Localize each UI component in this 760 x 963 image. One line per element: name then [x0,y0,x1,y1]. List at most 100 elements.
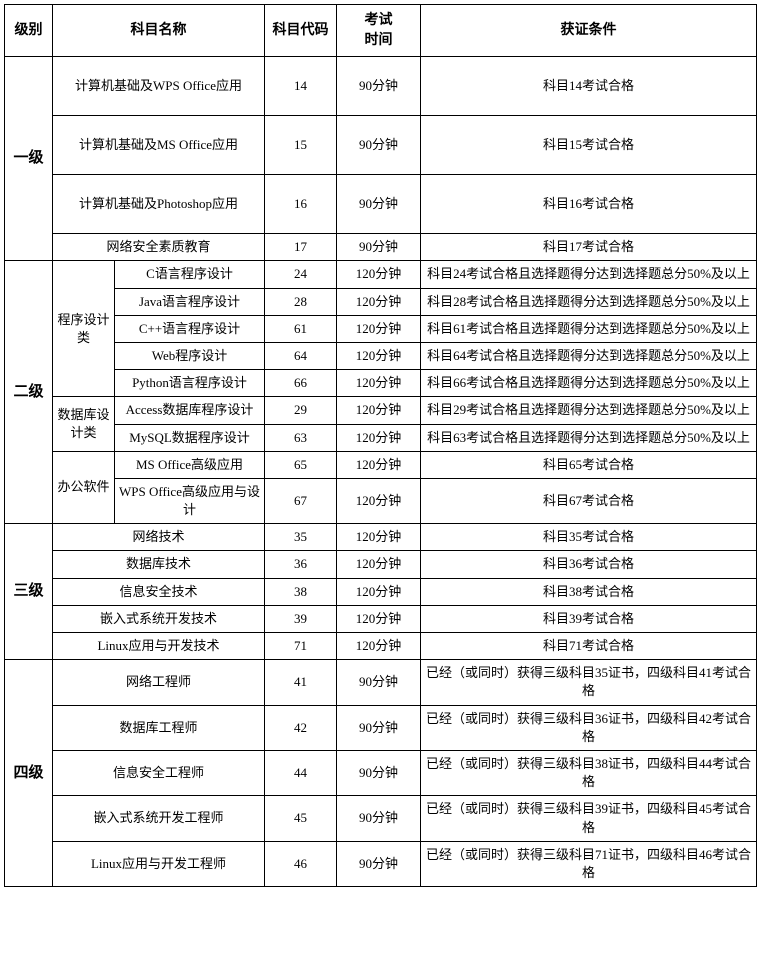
subject-code: 36 [265,551,337,578]
header-time-line2: 时间 [365,33,393,48]
certificate-condition: 科目14考试合格 [421,57,757,116]
subject-code: 65 [265,451,337,478]
subject-code: 45 [265,796,337,841]
certificate-condition: 科目15考试合格 [421,116,757,175]
header-level: 级别 [5,5,53,57]
table-row: 计算机基础及MS Office应用1590分钟科目15考试合格 [5,116,757,175]
certificate-condition: 科目61考试合格且选择题得分达到选择题总分50%及以上 [421,315,757,342]
subject-code: 67 [265,478,337,523]
exam-table: 级别 科目名称 科目代码 考试 时间 获证条件 一级计算机基础及WPS Offi… [4,4,757,887]
table-row: 四级网络工程师4190分钟已经（或同时）获得三级科目35证书，四级科目41考试合… [5,660,757,705]
exam-time: 90分钟 [337,796,421,841]
subject-name: Linux应用与开发技术 [53,633,265,660]
level-cell: 三级 [5,524,53,660]
subject-name: Python语言程序设计 [115,370,265,397]
table-row: C++语言程序设计61120分钟科目61考试合格且选择题得分达到选择题总分50%… [5,315,757,342]
table-row: 数据库技术36120分钟科目36考试合格 [5,551,757,578]
subject-name: Web程序设计 [115,342,265,369]
level-cell: 一级 [5,57,53,261]
exam-time: 120分钟 [337,633,421,660]
certificate-condition: 科目17考试合格 [421,234,757,261]
subject-name: Linux应用与开发工程师 [53,841,265,886]
subject-code: 71 [265,633,337,660]
exam-time: 90分钟 [337,234,421,261]
exam-time: 120分钟 [337,315,421,342]
category-cell: 程序设计类 [53,261,115,397]
certificate-condition: 科目29考试合格且选择题得分达到选择题总分50%及以上 [421,397,757,424]
subject-name: C语言程序设计 [115,261,265,288]
table-row: Linux应用与开发工程师4690分钟已经（或同时）获得三级科目71证书，四级科… [5,841,757,886]
subject-name: Access数据库程序设计 [115,397,265,424]
subject-code: 38 [265,578,337,605]
table-row: 网络安全素质教育1790分钟科目17考试合格 [5,234,757,261]
exam-time: 90分钟 [337,660,421,705]
subject-name: C++语言程序设计 [115,315,265,342]
subject-code: 35 [265,524,337,551]
certificate-condition: 科目16考试合格 [421,175,757,234]
header-condition: 获证条件 [421,5,757,57]
certificate-condition: 已经（或同时）获得三级科目39证书，四级科目45考试合格 [421,796,757,841]
subject-name: 计算机基础及Photoshop应用 [53,175,265,234]
category-cell: 办公软件 [53,451,115,524]
certificate-condition: 科目39考试合格 [421,605,757,632]
subject-name: 网络技术 [53,524,265,551]
table-row: 信息安全技术38120分钟科目38考试合格 [5,578,757,605]
subject-name: WPS Office高级应用与设计 [115,478,265,523]
exam-time: 120分钟 [337,370,421,397]
subject-code: 14 [265,57,337,116]
table-row: 信息安全工程师4490分钟已经（或同时）获得三级科目38证书，四级科目44考试合… [5,750,757,795]
subject-code: 28 [265,288,337,315]
certificate-condition: 已经（或同时）获得三级科目36证书，四级科目42考试合格 [421,705,757,750]
certificate-condition: 科目71考试合格 [421,633,757,660]
exam-time: 90分钟 [337,57,421,116]
exam-time: 90分钟 [337,750,421,795]
subject-name: 数据库技术 [53,551,265,578]
subject-name: MS Office高级应用 [115,451,265,478]
certificate-condition: 科目64考试合格且选择题得分达到选择题总分50%及以上 [421,342,757,369]
subject-name: 计算机基础及MS Office应用 [53,116,265,175]
subject-code: 16 [265,175,337,234]
table-row: 一级计算机基础及WPS Office应用1490分钟科目14考试合格 [5,57,757,116]
subject-code: 66 [265,370,337,397]
category-cell: 数据库设计类 [53,397,115,451]
subject-code: 42 [265,705,337,750]
exam-time: 90分钟 [337,175,421,234]
subject-code: 63 [265,424,337,451]
exam-time: 120分钟 [337,288,421,315]
subject-code: 41 [265,660,337,705]
exam-time: 120分钟 [337,261,421,288]
exam-time: 120分钟 [337,424,421,451]
subject-code: 46 [265,841,337,886]
exam-time: 90分钟 [337,116,421,175]
table-row: Python语言程序设计66120分钟科目66考试合格且选择题得分达到选择题总分… [5,370,757,397]
exam-time: 120分钟 [337,397,421,424]
subject-code: 24 [265,261,337,288]
table-body: 一级计算机基础及WPS Office应用1490分钟科目14考试合格计算机基础及… [5,57,757,887]
certificate-condition: 科目36考试合格 [421,551,757,578]
certificate-condition: 科目67考试合格 [421,478,757,523]
table-row: 嵌入式系统开发技术39120分钟科目39考试合格 [5,605,757,632]
table-row: WPS Office高级应用与设计67120分钟科目67考试合格 [5,478,757,523]
subject-code: 39 [265,605,337,632]
certificate-condition: 科目24考试合格且选择题得分达到选择题总分50%及以上 [421,261,757,288]
subject-name: 计算机基础及WPS Office应用 [53,57,265,116]
subject-name: Java语言程序设计 [115,288,265,315]
subject-name: 数据库工程师 [53,705,265,750]
header-time-line1: 考试 [365,13,393,28]
table-row: Web程序设计64120分钟科目64考试合格且选择题得分达到选择题总分50%及以… [5,342,757,369]
subject-code: 64 [265,342,337,369]
table-row: 计算机基础及Photoshop应用1690分钟科目16考试合格 [5,175,757,234]
table-row: MySQL数据程序设计63120分钟科目63考试合格且选择题得分达到选择题总分5… [5,424,757,451]
header-time: 考试 时间 [337,5,421,57]
subject-code: 15 [265,116,337,175]
certificate-condition: 已经（或同时）获得三级科目38证书，四级科目44考试合格 [421,750,757,795]
exam-time: 120分钟 [337,478,421,523]
subject-name: 网络安全素质教育 [53,234,265,261]
certificate-condition: 科目65考试合格 [421,451,757,478]
table-row: Java语言程序设计28120分钟科目28考试合格且选择题得分达到选择题总分50… [5,288,757,315]
subject-code: 44 [265,750,337,795]
table-row: Linux应用与开发技术71120分钟科目71考试合格 [5,633,757,660]
header-code: 科目代码 [265,5,337,57]
certificate-condition: 科目35考试合格 [421,524,757,551]
level-cell: 二级 [5,261,53,524]
